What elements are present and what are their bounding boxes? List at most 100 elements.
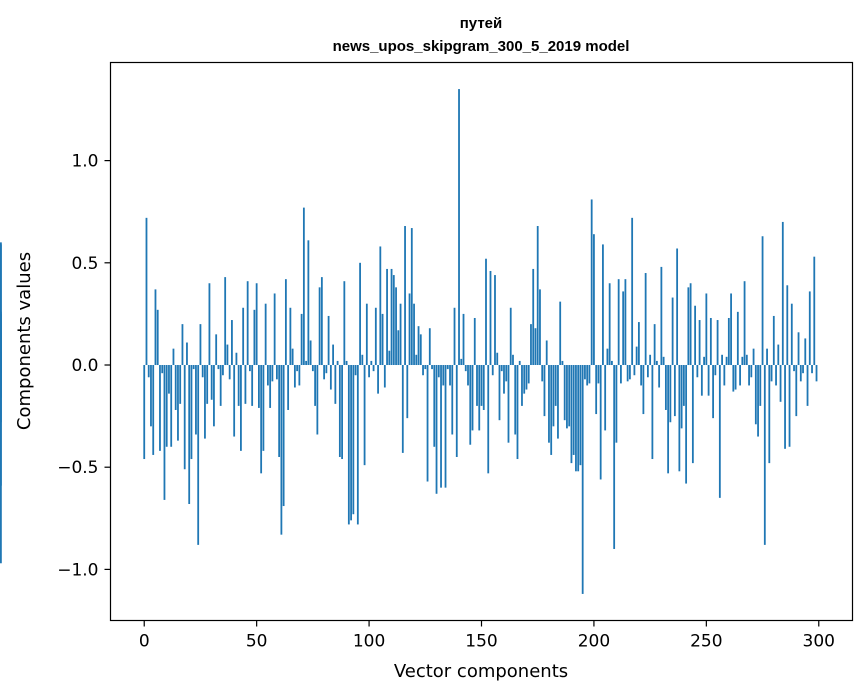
bar-component-177 <box>541 365 544 382</box>
bar-component-16 <box>179 365 182 404</box>
bar-component-238 <box>678 365 681 472</box>
bar-component-209 <box>613 365 616 549</box>
bar-component-252 <box>709 317 712 365</box>
bar-component-215 <box>626 365 629 382</box>
bar-component-64 <box>287 365 290 410</box>
bar-component-291 <box>797 332 800 365</box>
bar-component-1 <box>145 217 148 365</box>
bar-component-14 <box>174 365 177 410</box>
bar-component-24 <box>197 365 200 545</box>
bar-component-0 <box>143 365 146 460</box>
bar-component-148 <box>476 365 478 406</box>
bar-component-241 <box>685 365 688 484</box>
bar-component-251 <box>707 365 710 396</box>
bar-component-244 <box>691 365 694 464</box>
bar-component-undefined <box>0 311 2 365</box>
bar-component-193 <box>577 365 580 472</box>
bar-component-204 <box>602 244 604 365</box>
bar-component-139 <box>455 365 458 457</box>
bar-component-49 <box>253 309 256 366</box>
bar-component-42 <box>237 365 240 406</box>
bar-component-108 <box>386 268 388 366</box>
bar-component-167 <box>518 360 521 366</box>
bar-component-104 <box>377 365 379 394</box>
bar-component-56 <box>269 365 272 408</box>
bar-component-30 <box>210 365 213 400</box>
bar-component-292 <box>799 365 802 382</box>
bar-component-41 <box>235 352 238 365</box>
bar-component-286 <box>786 285 789 365</box>
bar-component-176 <box>539 289 541 366</box>
bar-component-101 <box>370 360 373 366</box>
bar-component-143 <box>464 365 467 372</box>
bar-component-100 <box>368 365 370 378</box>
bar-component-264 <box>736 311 739 365</box>
bar-component-149 <box>478 365 481 431</box>
bar-component-32 <box>215 334 218 366</box>
bar-component-246 <box>696 365 699 378</box>
bar-component-187 <box>563 365 566 421</box>
bar-component-52 <box>260 365 263 474</box>
bar-component-23 <box>195 365 197 435</box>
bar-component-44 <box>242 307 245 365</box>
y-tick-label: −0.5 <box>57 458 98 478</box>
bar-component-206 <box>606 348 609 365</box>
bar-component-256 <box>718 365 721 498</box>
bar-component-276 <box>763 365 766 545</box>
bar-component-67 <box>293 365 296 388</box>
bar-component-282 <box>777 344 780 366</box>
bar-component-175 <box>536 226 539 366</box>
bar-component-118 <box>408 293 411 366</box>
bar-component-58 <box>273 293 276 366</box>
bar-component-197 <box>586 365 589 386</box>
bar-component-234 <box>669 365 672 423</box>
bar-component-15 <box>177 365 179 441</box>
bar-component-218 <box>633 365 636 376</box>
bar-component-146 <box>471 365 474 431</box>
bar-component-263 <box>734 365 737 390</box>
bar-component-8 <box>161 365 164 374</box>
bar-component-22 <box>192 365 195 370</box>
bar-component-97 <box>361 354 364 366</box>
bars-group <box>0 89 818 594</box>
bar-component-295 <box>806 365 809 406</box>
bar-component-296 <box>808 291 811 365</box>
bar-component-31 <box>213 365 215 427</box>
bar-component-269 <box>748 365 750 386</box>
bar-component-270 <box>750 365 753 378</box>
bar-component-280 <box>772 315 775 365</box>
bar-component-224 <box>646 365 649 378</box>
bar-component-254 <box>714 365 717 376</box>
bar-component-160 <box>503 365 505 394</box>
bar-component-262 <box>732 365 735 392</box>
bar-component-39 <box>231 320 233 366</box>
x-tick-label: 150 <box>465 632 497 652</box>
bar-component-20 <box>188 365 191 504</box>
bar-component-26 <box>201 365 204 378</box>
bar-component-66 <box>291 348 294 365</box>
bar-component-29 <box>208 283 211 366</box>
bar-component-11 <box>168 365 170 394</box>
bar-component-50 <box>255 283 258 366</box>
chart-title: путей <box>460 15 503 32</box>
bar-component-165 <box>514 365 517 435</box>
bar-component-250 <box>705 293 708 366</box>
bar-component-299 <box>815 365 818 382</box>
bar-component-192 <box>575 365 577 472</box>
bar-component-126 <box>426 365 429 482</box>
bar-component-7 <box>159 365 161 451</box>
bar-component-48 <box>251 365 254 406</box>
bar-component-230 <box>660 266 663 366</box>
bar-component-159 <box>500 365 503 372</box>
x-tick-label: 200 <box>578 632 610 652</box>
bar-component-227 <box>653 324 656 366</box>
bar-component-154 <box>489 270 492 365</box>
bar-component-6 <box>156 309 159 366</box>
bar-component-259 <box>725 356 728 366</box>
bar-component-235 <box>671 297 674 365</box>
bar-component-28 <box>206 365 209 404</box>
bar-component-199 <box>590 199 593 366</box>
bar-component-76 <box>314 365 317 406</box>
bar-component-179 <box>545 340 548 366</box>
